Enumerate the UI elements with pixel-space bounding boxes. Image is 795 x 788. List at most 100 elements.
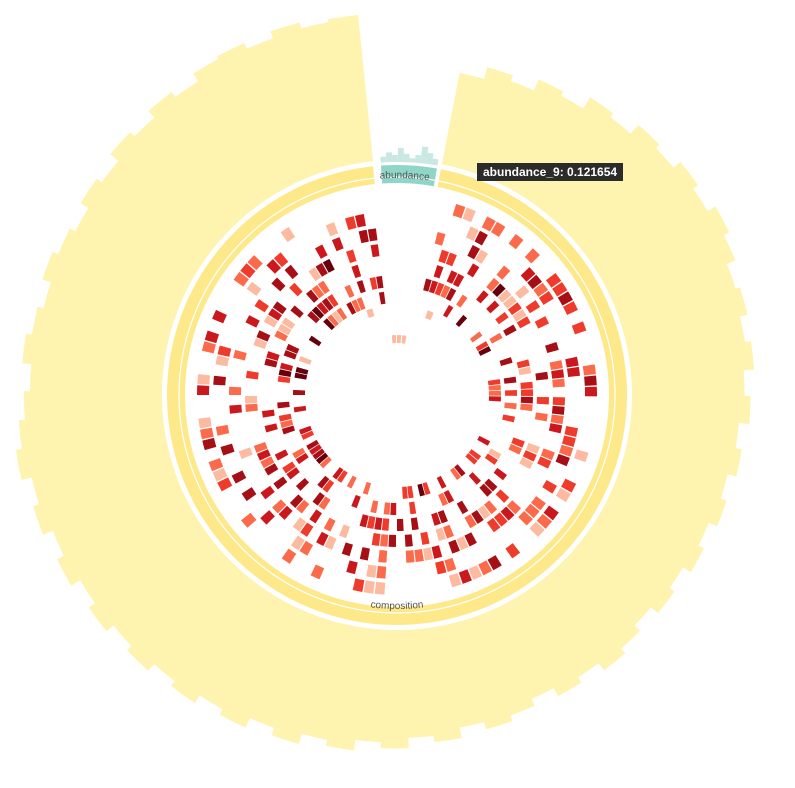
- outer-histogram-bar: [52, 480, 186, 557]
- heatmap-cell: [293, 389, 306, 395]
- outer-histogram-bar: [31, 306, 169, 358]
- heatmap-cell: [438, 492, 449, 506]
- heatmap-cell: [198, 417, 212, 429]
- heatmap-cell: [443, 524, 454, 539]
- heatmap-cell: [327, 314, 339, 327]
- heatmap-cell: [471, 509, 484, 524]
- heatmap-cell: [467, 263, 480, 278]
- heatmap-cell: [283, 350, 297, 360]
- heatmap-cell: [280, 226, 296, 243]
- heatmap-cell: [455, 314, 468, 328]
- heatmap-cell: [229, 404, 242, 414]
- heatmap-cell: [487, 379, 501, 386]
- heatmap-cell: [220, 443, 235, 456]
- heatmap-cell: [290, 305, 304, 318]
- outer-histogram-bar: [18, 410, 165, 451]
- heatmap-cell: [443, 304, 454, 318]
- heatmap-cell: [507, 302, 522, 316]
- heatmap-cell: [305, 289, 319, 303]
- heatmap-cell: [245, 315, 260, 328]
- abundance-histogram-bar: [403, 153, 410, 163]
- heatmap-cell: [263, 315, 278, 328]
- heatmap-cell: [378, 550, 388, 563]
- heatmap-cell: [201, 341, 216, 354]
- heatmap-cell: [363, 580, 375, 594]
- outer-histogram-bar: [174, 80, 272, 207]
- heatmap-cell: [233, 349, 247, 361]
- heatmap-cell: [448, 572, 462, 588]
- heatmap-cell: [405, 550, 415, 563]
- heatmap-cell: [307, 311, 320, 324]
- heatmap-cell: [549, 360, 563, 371]
- heatmap-cell: [256, 449, 271, 461]
- outer-histogram-bar: [198, 591, 284, 710]
- heatmap-cell: [431, 512, 441, 526]
- heatmap-cell: [550, 414, 564, 425]
- heatmap-cell: [346, 249, 357, 264]
- heatmap-cell: [397, 335, 402, 344]
- heatmap-cell: [279, 362, 293, 372]
- heatmap-cell: [310, 564, 325, 580]
- outer-histogram-bar: [153, 569, 254, 682]
- heatmap-cell: [366, 308, 375, 318]
- heatmap-cell: [433, 265, 444, 279]
- heatmap-cell: [562, 435, 576, 447]
- heatmap-cell: [410, 517, 419, 531]
- heatmap-cell: [512, 309, 527, 322]
- heatmap-cell: [522, 450, 537, 462]
- heatmap-cell: [240, 263, 256, 279]
- heatmap-cell: [452, 273, 465, 288]
- heatmap-cell: [422, 482, 431, 495]
- heatmap-cell: [438, 249, 449, 264]
- heatmap-cell: [358, 229, 369, 244]
- heatmap-cell: [540, 448, 555, 461]
- heatmap-cell: [289, 282, 303, 297]
- heatmap-cell: [299, 425, 312, 435]
- heatmap-cell: [277, 375, 291, 383]
- heatmap-cell: [300, 522, 314, 537]
- heatmap-cell: [246, 281, 262, 296]
- heatmap-cell: [325, 222, 339, 237]
- heatmap-cell: [584, 375, 597, 386]
- heatmap-cell: [495, 489, 510, 503]
- heatmap-cell: [317, 280, 330, 295]
- ideogram-ring: [167, 165, 628, 626]
- heatmap-cell: [299, 540, 314, 556]
- heatmap-cell: [322, 258, 335, 273]
- heatmap-cell: [543, 505, 559, 521]
- heatmap-cell: [322, 479, 335, 493]
- heatmap-cell: [420, 531, 430, 545]
- heatmap-cell: [253, 338, 268, 349]
- heatmap-cell: [518, 510, 533, 526]
- outer-histogram-bar: [566, 147, 675, 247]
- outer-histogram-bar: [538, 571, 626, 671]
- heatmap-cell: [359, 514, 369, 528]
- outer-histogram-bar: [629, 341, 755, 379]
- heatmap-cell: [484, 478, 498, 492]
- heatmap-cell: [212, 467, 228, 482]
- heatmap-cell: [492, 283, 506, 298]
- heatmap-cell: [215, 424, 230, 436]
- heatmap-cell: [486, 300, 500, 314]
- abundance-histogram-bar: [385, 152, 393, 163]
- outer-histogram-bar: [80, 178, 207, 274]
- outer-histogram-bar: [439, 621, 486, 728]
- heatmap-cell: [520, 389, 533, 396]
- heatmap-cell: [552, 378, 565, 388]
- heatmap-cell: [318, 496, 331, 510]
- outer-histogram-bar: [589, 187, 709, 276]
- heatmap-cell: [260, 456, 275, 469]
- heatmap-cell: [271, 277, 286, 292]
- heatmap-cell: [245, 370, 259, 380]
- heatmap-cell: [574, 449, 589, 463]
- heatmap-cell: [478, 560, 493, 576]
- outer-histogram-bar: [110, 132, 230, 244]
- heatmap-cell: [351, 494, 361, 509]
- outer-histogram-bar: [217, 43, 304, 188]
- heatmap-cell: [204, 330, 220, 344]
- heatmap-cell: [370, 244, 380, 258]
- outer-histogram-bar: [245, 38, 321, 180]
- outer-histogram-bar: [57, 228, 188, 306]
- heatmap-cell: [404, 534, 413, 547]
